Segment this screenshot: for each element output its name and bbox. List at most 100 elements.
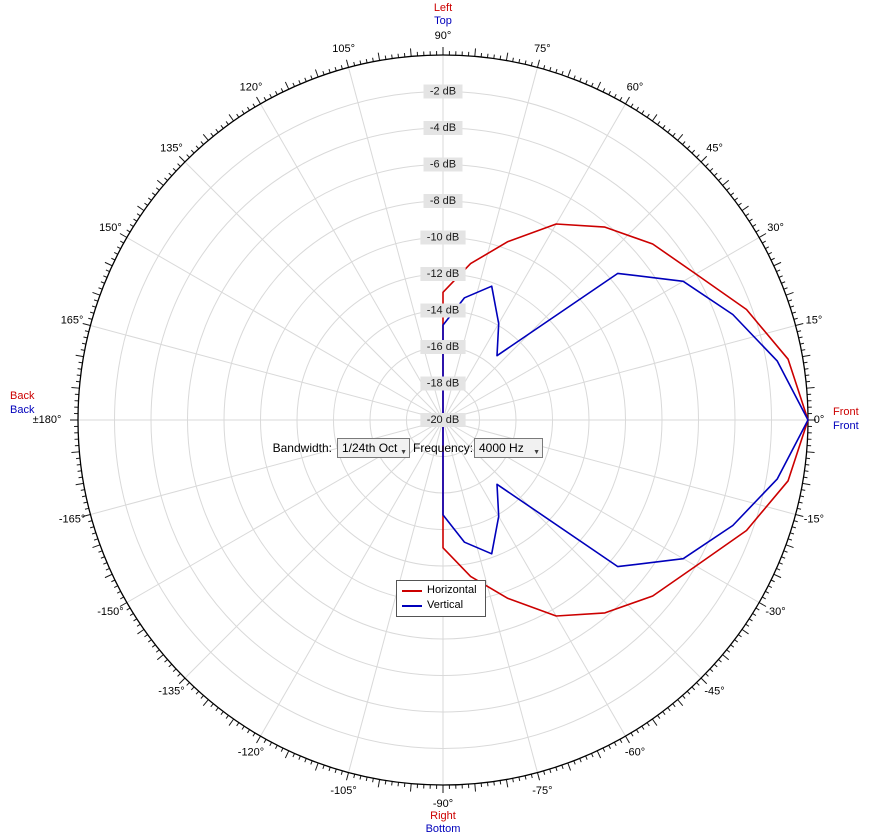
chevron-down-icon: ▼ — [400, 449, 407, 456]
db-label-chip — [423, 157, 463, 172]
angle-tick — [359, 775, 362, 780]
angle-tick — [773, 573, 782, 579]
angle-tick — [210, 703, 214, 708]
db-label-chip — [420, 340, 466, 354]
angle-tick — [292, 753, 295, 758]
angle-tick — [543, 770, 546, 775]
angle-tick — [783, 550, 788, 553]
angle-tick — [116, 590, 121, 594]
angle-tick — [328, 68, 331, 74]
db-label-chip — [420, 230, 466, 245]
angle-tick — [105, 269, 110, 272]
angle-tick — [111, 257, 116, 261]
angle-tick — [602, 88, 606, 93]
angle-tick — [741, 205, 749, 212]
angle-tick — [713, 172, 718, 177]
bandwidth-selected-value: 1/24th Oct — [342, 441, 398, 455]
angle-tick — [793, 317, 798, 320]
angle-tick — [573, 75, 576, 80]
frequency-selected-value: 4000 Hz — [479, 441, 524, 455]
angle-label: 135° — [160, 142, 183, 154]
legend-item-vertical: Vertical — [402, 598, 477, 613]
angle-tick — [579, 758, 582, 763]
angle-tick — [625, 96, 630, 105]
angle-tick — [781, 281, 786, 284]
angle-tick — [682, 141, 686, 145]
angle-tick — [104, 261, 113, 267]
grid-spoke — [260, 103, 444, 421]
angle-tick — [686, 690, 691, 695]
db-label: -8 dB — [430, 195, 456, 207]
db-label: -16 dB — [427, 341, 459, 353]
angle-tick — [377, 52, 381, 61]
angle-tick — [126, 229, 131, 233]
db-label-chip — [423, 194, 463, 208]
angle-tick — [799, 342, 805, 345]
angle-tick — [372, 778, 374, 783]
legend-item-horizontal: Horizontal — [402, 583, 477, 598]
frequency-select[interactable]: 4000 Hz ▼ — [474, 438, 543, 458]
angle-tick — [228, 114, 235, 122]
legend: Horizontal Vertical — [396, 580, 486, 617]
angle-tick — [682, 695, 686, 699]
angle-tick — [536, 59, 541, 68]
angle-tick — [651, 718, 658, 726]
angle-tick — [365, 776, 368, 782]
angle-tick — [304, 758, 307, 763]
angle-tick — [787, 538, 793, 541]
angle-tick — [602, 747, 606, 752]
angle-tick — [284, 750, 290, 759]
angle-tick — [275, 90, 278, 96]
angle-tick — [797, 507, 802, 510]
grid-spoke — [442, 237, 760, 421]
angle-tick — [543, 65, 546, 70]
bandwidth-select[interactable]: 1/24th Oct ▼ — [337, 438, 410, 458]
angle-tick — [530, 61, 533, 66]
direction-label-top-vertical: Top — [434, 15, 452, 27]
angle-tick — [567, 69, 572, 78]
angle-tick — [662, 125, 666, 129]
angle-tick — [737, 202, 742, 206]
angle-tick — [269, 742, 273, 747]
angle-tick — [722, 654, 730, 661]
angle-tick — [103, 275, 108, 278]
angle-tick — [781, 556, 786, 559]
angle-tick — [776, 269, 781, 272]
angle-tick — [80, 489, 85, 491]
angle-tick — [256, 735, 261, 744]
angle-tick — [802, 482, 811, 486]
angle-tick — [619, 738, 623, 743]
angle-tick — [120, 596, 125, 600]
angle-tick — [92, 544, 101, 549]
angle-tick — [314, 762, 319, 771]
angle-tick — [726, 187, 731, 191]
angle-tick — [741, 628, 749, 635]
grid-spoke — [348, 67, 444, 421]
angle-tick — [770, 579, 775, 583]
angle-tick — [284, 81, 290, 90]
angle-tick — [748, 618, 753, 622]
angle-tick — [78, 476, 83, 479]
angle-tick — [613, 93, 617, 98]
angle-label: 165° — [61, 315, 84, 327]
angle-tick — [641, 725, 645, 730]
angle-tick — [77, 470, 82, 472]
angle-tick — [787, 299, 793, 302]
angle-tick — [635, 106, 639, 111]
angle-tick — [691, 686, 696, 691]
grid-spoke — [90, 419, 444, 515]
angle-tick — [75, 482, 84, 486]
angle-tick — [700, 155, 708, 163]
angle-tick — [133, 618, 138, 622]
grid-spoke — [442, 161, 702, 421]
angle-tick — [765, 590, 770, 594]
angle-tick — [518, 58, 521, 64]
angle-tick — [136, 623, 141, 627]
angle-tick — [88, 317, 93, 320]
angle-tick — [81, 495, 87, 498]
angle-tick — [752, 612, 757, 616]
angle-tick — [734, 639, 738, 643]
angle-tick — [334, 768, 337, 774]
angle-tick — [748, 218, 753, 222]
angle-tick — [177, 673, 181, 677]
